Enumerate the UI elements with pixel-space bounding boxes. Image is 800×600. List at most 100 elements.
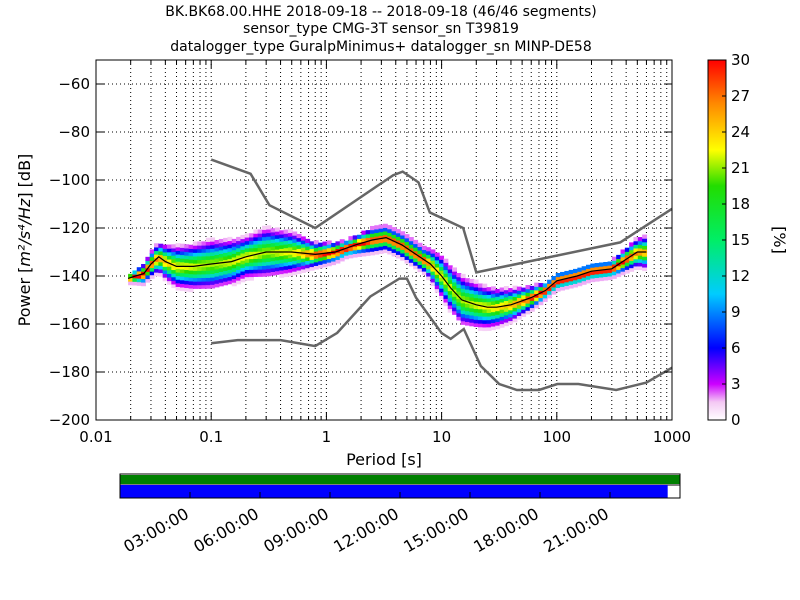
heatmap-cell — [188, 251, 194, 257]
heatmap-cell — [348, 243, 354, 248]
heatmap-cell — [227, 272, 233, 278]
heatmap-cell — [482, 298, 488, 303]
y-axis-label-math: m²/s⁴/Hz — [15, 198, 34, 267]
heatmap-cell — [374, 246, 380, 252]
heatmap-cell — [253, 254, 259, 259]
heatmap-cell — [486, 319, 492, 324]
heatmap-cell — [525, 292, 531, 297]
heatmap-cell — [370, 236, 375, 241]
heatmap-cell — [508, 288, 514, 293]
heatmap-cell — [171, 244, 177, 249]
heatmap-cell — [188, 273, 194, 278]
heatmap-cell — [460, 291, 466, 297]
heatmap-cell — [266, 272, 272, 277]
heatmap-cell — [434, 281, 440, 286]
colorbar-tick-label: 30 — [731, 51, 750, 69]
heatmap-cell — [577, 267, 583, 272]
heatmap-cell — [158, 258, 164, 263]
heatmap-cell — [447, 272, 453, 277]
heatmap-cell — [175, 268, 181, 273]
heatmap-cell — [477, 323, 483, 328]
heatmap-cell — [300, 257, 306, 263]
heatmap-cell — [253, 229, 259, 234]
heatmap-cell — [141, 274, 146, 280]
heatmap-cell — [490, 304, 496, 309]
title-line-1: BK.BK68.00.HHE 2018-09-18 -- 2018-09-18 … — [165, 4, 597, 20]
heatmap-cell — [525, 284, 531, 290]
heatmap-cell — [404, 234, 410, 239]
heatmap-cell — [231, 264, 237, 269]
heatmap-cell — [460, 302, 466, 307]
heatmap-cell — [391, 248, 397, 253]
heatmap-cell — [305, 267, 311, 272]
heatmap-cell — [525, 310, 531, 315]
heatmap-cell — [555, 280, 561, 285]
heatmap-cell — [439, 295, 445, 300]
heatmap-cell — [620, 256, 626, 261]
heatmap-cell — [357, 245, 362, 250]
heatmap-cell — [175, 261, 181, 266]
heatmap-cell — [560, 286, 565, 291]
heatmap-cell — [188, 255, 194, 260]
heatmap-cell — [205, 255, 211, 260]
heatmap-cell — [313, 247, 319, 252]
heatmap-cell — [149, 274, 155, 279]
heatmap-cell — [292, 256, 298, 261]
heatmap-cell — [469, 318, 475, 323]
heatmap-cell — [262, 268, 267, 274]
heatmap-cell — [443, 269, 449, 274]
heatmap-cell — [136, 281, 142, 286]
heatmap-cell — [201, 248, 207, 253]
heatmap-cell — [452, 303, 457, 308]
heatmap-cell — [262, 229, 267, 234]
heatmap-cell — [158, 261, 164, 266]
heatmap-cell — [534, 300, 540, 305]
heatmap-cell — [456, 283, 462, 289]
heatmap-cell — [568, 280, 574, 285]
heatmap-cell — [404, 259, 410, 264]
heatmap-cell — [400, 252, 406, 258]
heatmap-cell — [188, 259, 194, 264]
heatmap-cell — [603, 272, 609, 277]
heatmap-cell — [201, 241, 207, 246]
time-label: 03:00:00 — [120, 504, 192, 556]
heatmap-cell — [404, 252, 410, 257]
heatmap-cell — [378, 231, 384, 236]
heatmap-cell — [620, 267, 626, 272]
heatmap-cell — [283, 262, 289, 267]
heatmap-cell — [568, 284, 574, 289]
heatmap-cell — [430, 271, 436, 276]
tick-layer: 0.01 0.1 1 10 100 1000 −60 −80 −100 −120 −140 −160 −… — [49, 60, 691, 446]
heatmap-cell — [249, 236, 254, 242]
heatmap-cell — [214, 247, 220, 252]
heatmap-cell — [326, 247, 332, 252]
heatmap-cell — [611, 260, 617, 265]
heatmap-cell — [262, 272, 267, 277]
heatmap-cell — [521, 294, 527, 300]
heatmap-cell — [141, 264, 146, 269]
heatmap-cell — [512, 314, 518, 319]
heatmap-cell — [158, 243, 164, 248]
heatmap-cell — [166, 280, 172, 285]
x-tick-label: 1 — [322, 428, 332, 446]
heatmap-cell — [352, 238, 358, 244]
heatmap-cell — [175, 246, 181, 251]
heatmap-cell — [154, 250, 159, 255]
heatmap-cell — [309, 241, 315, 246]
heatmap-cell — [257, 254, 263, 259]
heatmap-cell — [495, 310, 501, 315]
heatmap-cell — [162, 262, 168, 267]
heatmap-cell — [266, 261, 272, 266]
heatmap-cell — [482, 301, 488, 306]
heatmap-cell — [361, 230, 367, 235]
heatmap-cell — [469, 278, 475, 284]
heatmap-cell — [477, 308, 483, 313]
heatmap-cell — [421, 267, 427, 272]
heatmap-cell — [249, 247, 254, 252]
heatmap-cell — [322, 259, 328, 264]
heatmap-cell — [486, 297, 492, 303]
heatmap-cell — [365, 230, 371, 235]
heatmap-cell — [175, 275, 181, 280]
heatmap-cell — [547, 286, 553, 292]
heatmap-cell — [262, 240, 267, 245]
